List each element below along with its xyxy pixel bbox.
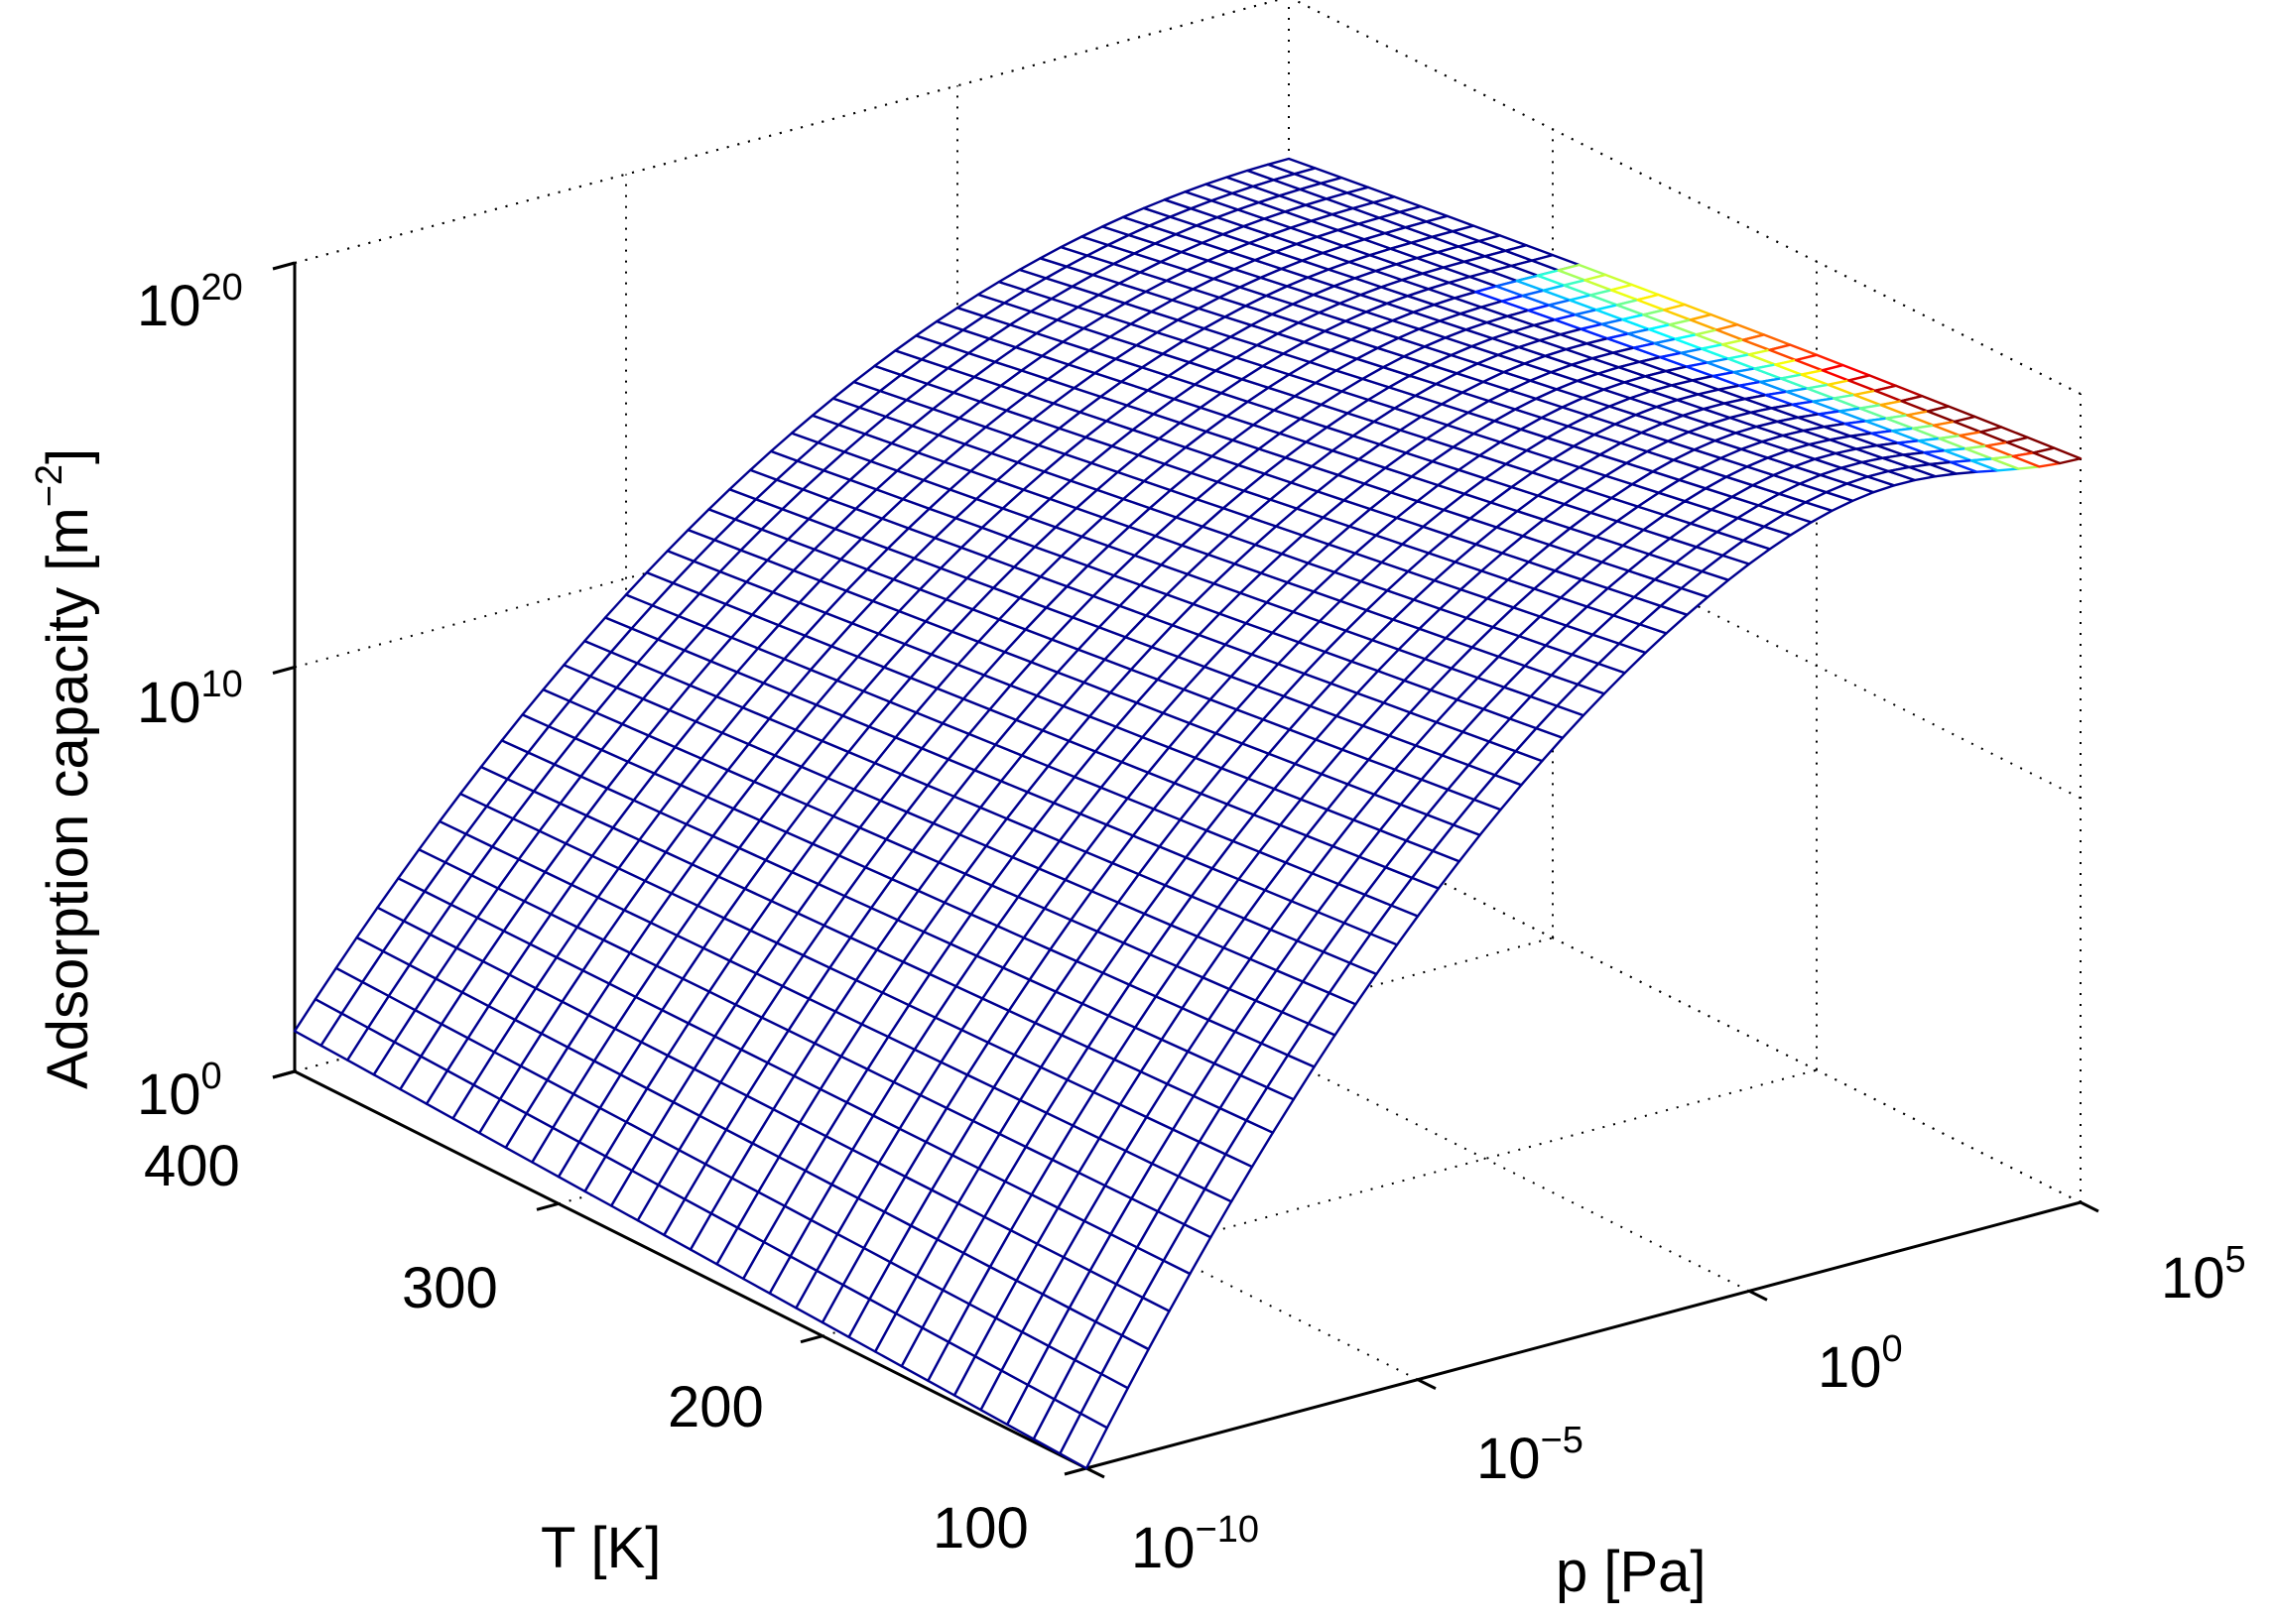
y-tick-label-100: 100 (933, 1496, 1029, 1561)
x-axis-label: p [Pa] (1556, 1540, 1707, 1604)
x-tick-3 (2080, 1200, 2099, 1213)
x-tick-label-3: 105 (2161, 1239, 2246, 1311)
y-axis-line (294, 1069, 1087, 1470)
x-tick-label-1: 10−5 (1476, 1420, 1583, 1491)
z-tick-1 (272, 666, 296, 675)
y-tick-label-300: 300 (402, 1256, 498, 1320)
x-tick-label-0: 10−10 (1131, 1509, 1259, 1580)
x-axis-line (1085, 1200, 2082, 1470)
y-axis-label: T [K] (541, 1516, 661, 1580)
x-tick-2 (1748, 1289, 1768, 1302)
axes (272, 261, 2099, 1479)
y-tick-1 (800, 1334, 823, 1344)
grid-line-floor-t-1 (822, 1068, 1818, 1337)
z-tick-label-1: 1010 (137, 664, 243, 735)
z-tick-2 (272, 261, 296, 271)
z-tick-0 (272, 1069, 296, 1079)
x-tick-label-2: 100 (1818, 1328, 1903, 1400)
x-tick-0 (1085, 1466, 1105, 1479)
x-tick-1 (1417, 1378, 1437, 1391)
y-tick-label-400: 400 (144, 1134, 240, 1198)
z-tick-label-0: 100 (137, 1056, 222, 1127)
z-axis-label: Adsorption capacity [m−2] (29, 448, 100, 1089)
grid-line-top-back (294, 0, 1282, 264)
z-tick-label-2: 1020 (137, 267, 243, 338)
y-tick-0 (1064, 1466, 1087, 1476)
y-tick-label-200: 200 (668, 1375, 764, 1439)
y-tick-2 (536, 1201, 560, 1211)
surface-cell (2032, 446, 2083, 465)
surface-mesh (293, 157, 2083, 1470)
